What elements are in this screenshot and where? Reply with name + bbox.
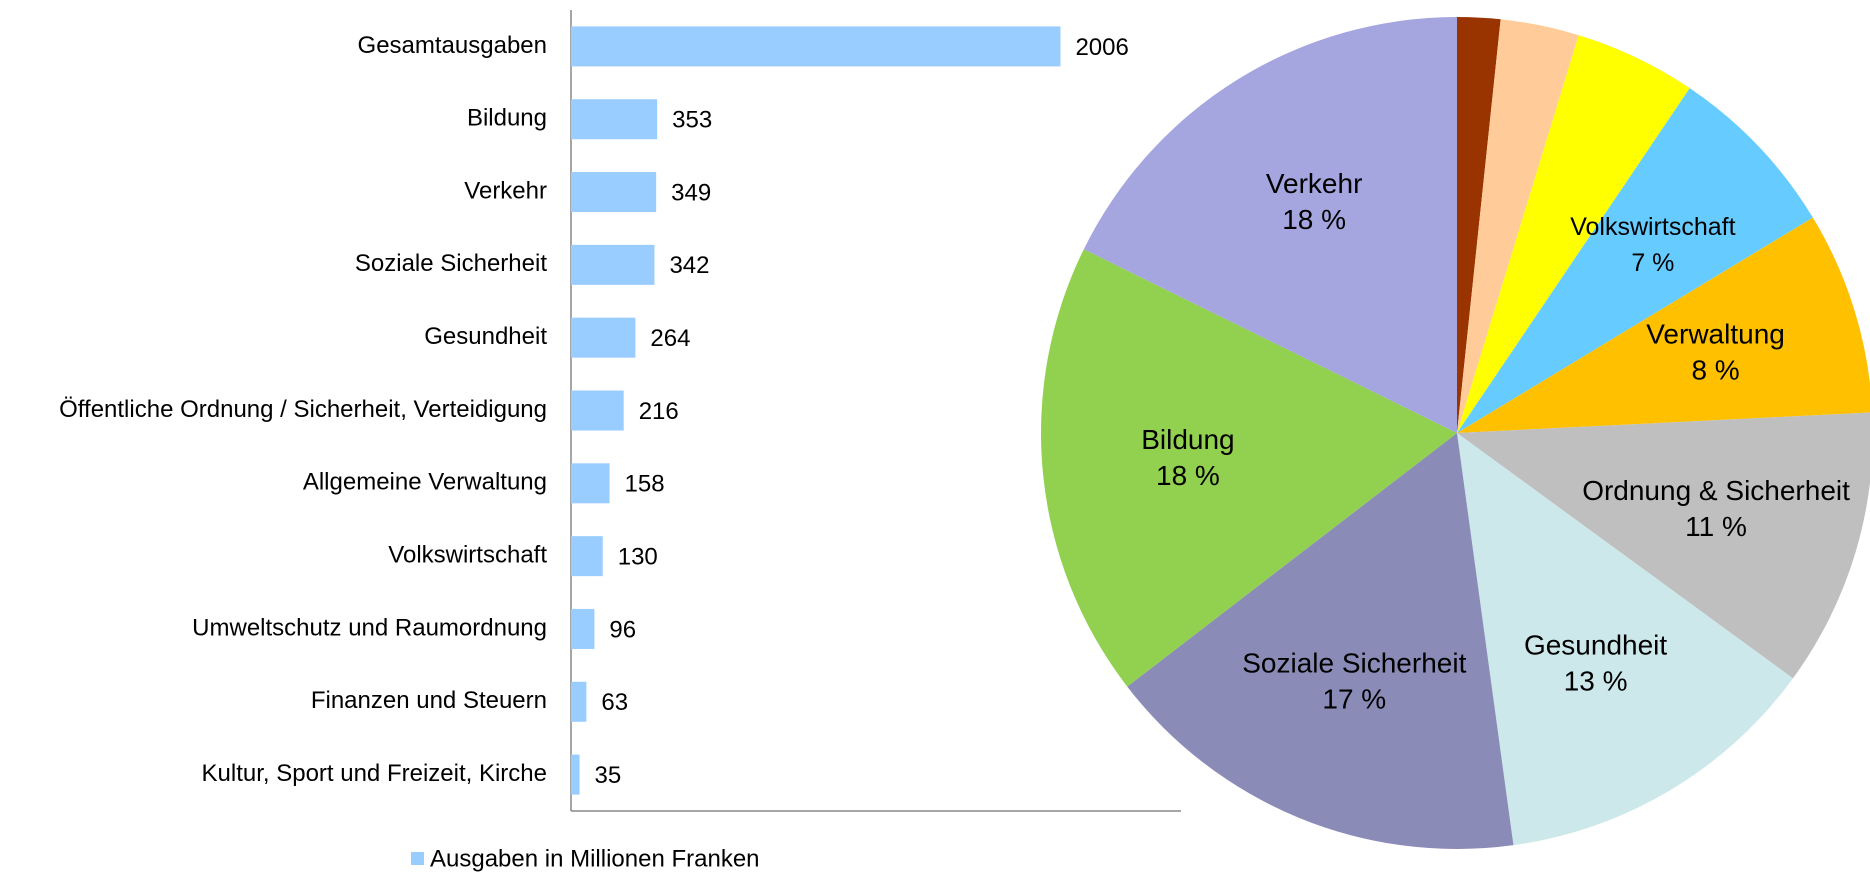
data-label: 35: [595, 762, 622, 789]
slice-value-label: 17 %: [1322, 684, 1386, 715]
data-label: 349: [671, 179, 711, 206]
pie-slice: [1041, 249, 1457, 687]
bar: [571, 317, 636, 358]
bar: [571, 681, 587, 722]
bar: [571, 754, 580, 795]
data-label: 96: [609, 616, 636, 643]
data-label: 130: [618, 543, 658, 570]
slice-value-label: 11 %: [1685, 511, 1747, 542]
bar: [571, 463, 610, 504]
slice-value-label: 8 %: [1691, 354, 1739, 385]
y-tick-label: Gesamtausgaben: [358, 32, 547, 59]
pie-slice: [1083, 17, 1457, 433]
slice-value-label: 18 %: [1282, 204, 1346, 235]
y-tick-label: Volkswirtschaft: [388, 541, 547, 568]
data-label: 158: [625, 471, 665, 498]
y-tick-label: Gesundheit: [424, 323, 547, 350]
slice-value-label: 13 %: [1564, 666, 1628, 697]
y-tick-label: Verkehr: [464, 177, 547, 204]
bar: [571, 536, 603, 577]
data-label: 2006: [1075, 34, 1128, 61]
pie-slice: [1457, 19, 1579, 434]
data-label: 353: [672, 107, 712, 134]
slice-label: Ordnung & Sicherheit: [1582, 475, 1850, 506]
slice-label: Volkswirtschaft: [1570, 213, 1735, 241]
slice-value-label: 18 %: [1156, 460, 1220, 491]
bar: [571, 390, 624, 431]
pie-slice: [1457, 217, 1870, 433]
bar: [571, 608, 595, 649]
slice-label: Verwaltung: [1646, 318, 1785, 349]
bar: [571, 26, 1061, 67]
y-tick-label: Soziale Sicherheit: [355, 250, 547, 277]
pie-slice: [1457, 88, 1813, 433]
y-tick-label: Finanzen und Steuern: [311, 687, 547, 714]
pie-slice: [1457, 35, 1690, 433]
slice-label: Verkehr: [1266, 168, 1363, 199]
legend-label: Ausgaben in Millionen Franken: [430, 845, 760, 872]
data-label: 63: [601, 689, 628, 716]
pie-slice: [1457, 433, 1793, 846]
bar: [571, 99, 658, 140]
slice-value-label: 7 %: [1631, 249, 1674, 277]
y-tick-label: Allgemeine Verwaltung: [303, 469, 547, 496]
slice-label: Bildung: [1141, 424, 1234, 455]
bar: [571, 172, 657, 213]
y-tick-label: Bildung: [467, 105, 547, 132]
data-label: 216: [639, 398, 679, 425]
data-label: 264: [650, 325, 690, 352]
pie-slice: [1457, 17, 1501, 433]
y-tick-label: Kultur, Sport und Freizeit, Kirche: [202, 760, 548, 787]
slice-label: Soziale Sicherheit: [1242, 648, 1466, 679]
bar: [571, 244, 655, 285]
data-label: 342: [669, 252, 709, 279]
legend-swatch: [411, 852, 424, 865]
slice-label: Gesundheit: [1524, 630, 1667, 661]
pie-slice: [1127, 433, 1514, 850]
y-tick-label: Öffentliche Ordnung / Sicherheit, Vertei…: [59, 396, 547, 423]
y-tick-label: Umweltschutz und Raumordnung: [192, 614, 547, 641]
pie-slice: [1457, 412, 1870, 679]
